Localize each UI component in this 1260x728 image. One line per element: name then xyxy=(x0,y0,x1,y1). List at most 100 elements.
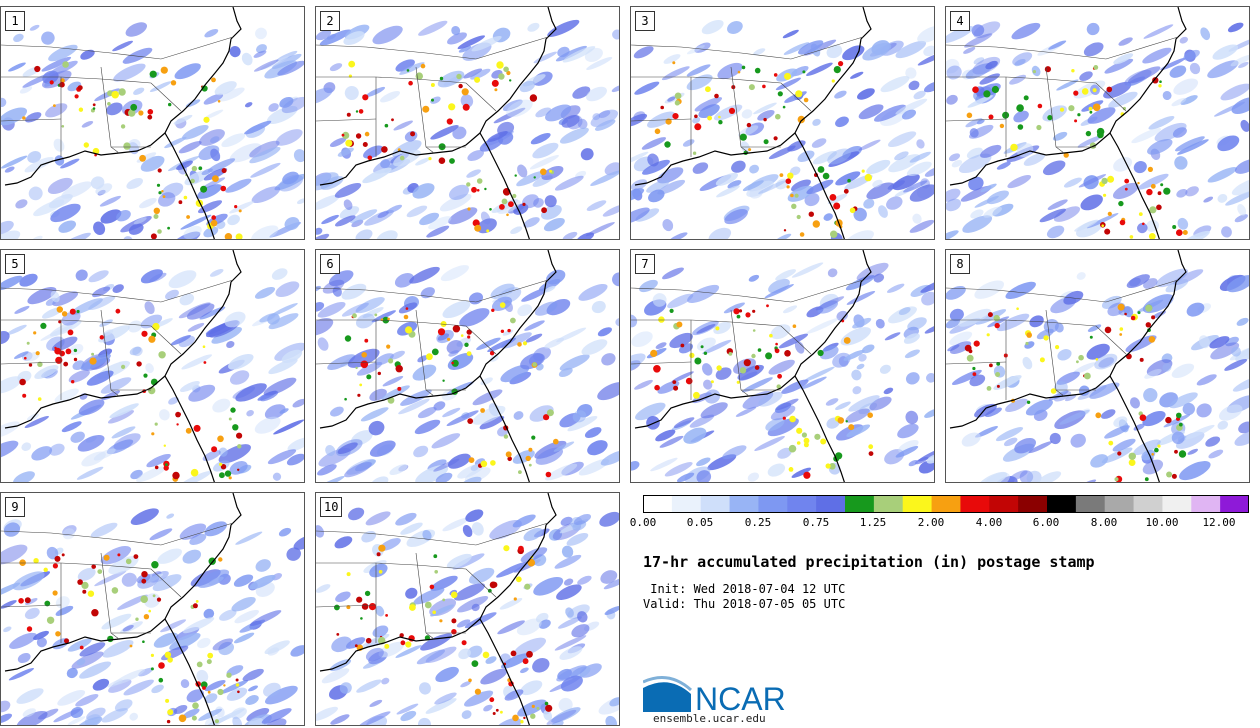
precip-shading xyxy=(1031,65,1041,77)
precip-shading xyxy=(571,624,590,638)
precip-cell xyxy=(1106,86,1113,93)
precip-shading xyxy=(923,45,934,57)
precip-cell xyxy=(362,94,369,101)
precip-shading xyxy=(667,96,676,102)
precip-shading xyxy=(317,337,329,351)
precip-cell xyxy=(221,168,227,174)
precip-cell xyxy=(783,229,787,232)
precip-shading xyxy=(1225,190,1249,206)
precip-shading xyxy=(204,28,219,38)
precip-shading xyxy=(749,187,764,199)
member-panel-10: 10 xyxy=(315,492,620,726)
precip-shading xyxy=(1089,382,1120,399)
precip-shading xyxy=(556,327,587,343)
precip-cell xyxy=(1078,354,1084,361)
precip-shading xyxy=(525,333,543,343)
precip-cell xyxy=(776,384,781,389)
precip-shading xyxy=(764,284,794,299)
precip-shading xyxy=(129,346,142,356)
precip-shading xyxy=(22,708,36,718)
precip-shading xyxy=(146,453,171,468)
precip-shading xyxy=(1,440,19,460)
precip-shading xyxy=(282,171,299,185)
precip-cell xyxy=(103,554,110,561)
precip-shading xyxy=(964,33,993,48)
precip-shading xyxy=(1185,186,1199,197)
coastline xyxy=(319,618,481,672)
precip-cell xyxy=(410,131,416,137)
precip-cell xyxy=(37,397,42,401)
precip-cell xyxy=(799,232,805,237)
colorbar-cell xyxy=(845,495,875,513)
precip-cell xyxy=(754,365,760,370)
precip-cell xyxy=(1073,90,1079,96)
precip-cell xyxy=(803,97,809,103)
precip-cell xyxy=(507,456,512,462)
precip-shading xyxy=(686,64,711,77)
state-border xyxy=(946,76,1047,80)
precip-shading xyxy=(331,636,352,653)
precip-shading xyxy=(862,42,892,61)
precip-shading xyxy=(122,47,153,64)
precip-cell xyxy=(705,86,711,93)
precip-shading xyxy=(485,656,497,664)
precip-cell xyxy=(89,357,97,365)
precip-cell xyxy=(365,637,372,644)
precip-shading xyxy=(758,180,787,194)
member-number: 5 xyxy=(5,254,25,274)
precip-shading xyxy=(741,109,753,119)
colorbar-cell xyxy=(902,495,933,513)
precip-shading xyxy=(872,179,883,188)
precip-shading xyxy=(365,647,384,662)
precip-shading xyxy=(446,410,479,427)
precip-shading xyxy=(1,275,23,291)
precip-shading xyxy=(580,148,594,161)
precip-shading xyxy=(374,353,394,366)
precip-shading xyxy=(782,29,799,39)
precip-shading xyxy=(57,690,86,706)
precip-cell xyxy=(74,94,79,99)
precip-shading xyxy=(27,286,57,305)
precip-shading xyxy=(1207,167,1237,183)
precip-shading xyxy=(19,85,33,94)
precip-shading xyxy=(694,97,723,112)
precip-shading xyxy=(555,45,587,62)
precip-shading xyxy=(277,60,304,76)
precip-cell xyxy=(831,79,835,83)
precip-cell xyxy=(1176,412,1182,419)
precip-shading xyxy=(1229,345,1249,361)
precip-shading xyxy=(1126,274,1150,289)
precip-cell xyxy=(230,407,236,413)
precip-cell xyxy=(653,365,661,373)
precip-shading xyxy=(316,302,325,312)
precip-shading xyxy=(412,183,435,199)
precip-shading xyxy=(1024,341,1035,349)
precip-cell xyxy=(748,148,752,152)
precip-cell xyxy=(442,379,445,382)
precip-shading xyxy=(500,332,532,349)
precip-shading xyxy=(165,289,179,300)
precip-cell xyxy=(1039,357,1045,363)
precip-shading xyxy=(1009,470,1028,481)
precip-shading xyxy=(513,411,524,420)
precip-cell xyxy=(736,314,741,319)
precip-shading xyxy=(966,147,983,159)
precip-shading xyxy=(179,523,207,540)
precip-shading xyxy=(517,304,533,317)
precip-shading xyxy=(1079,71,1093,82)
precip-cell xyxy=(400,640,406,646)
precip-shading xyxy=(371,310,396,323)
precip-shading xyxy=(356,679,382,693)
precip-cell xyxy=(996,384,1000,388)
precip-cell xyxy=(1160,183,1164,187)
colorbar-cell xyxy=(931,495,961,513)
precip-cell xyxy=(494,88,498,92)
precip-shading xyxy=(1203,196,1214,203)
precip-shading xyxy=(1200,27,1211,41)
precip-cell xyxy=(1118,200,1124,207)
precip-shading xyxy=(1046,225,1065,239)
precip-shading xyxy=(1226,275,1249,293)
precip-shading xyxy=(918,460,934,474)
precip-cell xyxy=(152,322,160,331)
precip-cell xyxy=(474,688,481,695)
